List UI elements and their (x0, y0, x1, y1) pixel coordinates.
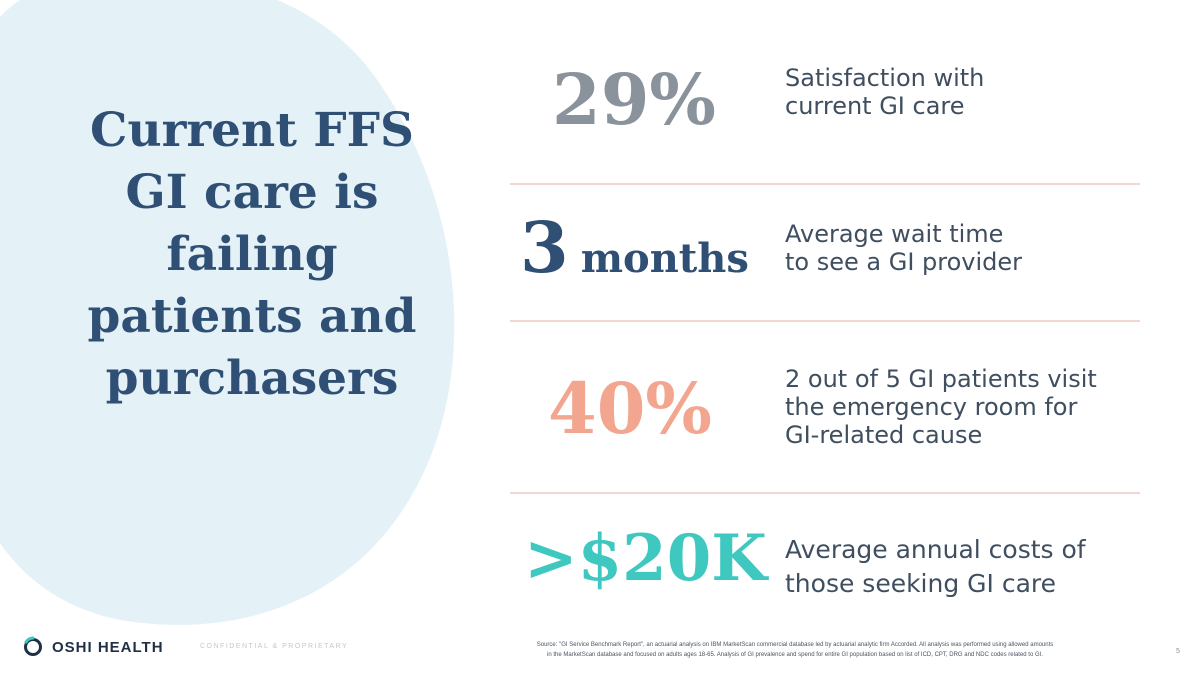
stat-description-line: Average annual costs of (785, 535, 1086, 564)
stat-description-line: current GI care (785, 92, 965, 120)
headline-line: Current FFS (90, 103, 414, 158)
stat-description-line: GI-related cause (785, 421, 983, 449)
stat-annual-cost: >$20K Average annual costs of those seek… (510, 521, 1150, 615)
source-line: Source: "GI Service Benchmark Report", a… (536, 642, 1054, 648)
stat-er-visits: 40% 2 out of 5 GI patients visit the eme… (510, 365, 1150, 475)
headline-line: failing (166, 227, 338, 282)
source-line: in the MarketScan database and focused o… (547, 652, 1043, 658)
divider (510, 183, 1140, 185)
divider (510, 320, 1140, 322)
source-footnote: Source: "GI Service Benchmark Report", a… (430, 640, 1160, 660)
stat-wait-time: 3 months Average wait time to see a GI pr… (510, 200, 1150, 310)
slide-headline: Current FFS GI care is failing patients … (62, 100, 442, 410)
headline-line: patients and (87, 289, 417, 344)
headline-line: purchasers (105, 351, 399, 406)
stat-value: 3 months (520, 206, 749, 289)
stat-description-line: to see a GI provider (785, 248, 1023, 276)
oshi-ring-icon (24, 636, 42, 656)
stat-description-line: those seeking GI care (785, 569, 1057, 598)
stat-number: 3 (520, 206, 569, 289)
headline-line: GI care is (125, 165, 379, 220)
stat-value: >$20K (524, 521, 767, 596)
stat-description: 2 out of 5 GI patients visit the emergen… (785, 365, 1097, 449)
stat-description: Satisfaction with current GI care (785, 64, 984, 120)
oshi-health-logo: OSHI HEALTH (22, 636, 164, 658)
logo-text: OSHI HEALTH (52, 638, 164, 656)
stat-description-line: Satisfaction with (785, 64, 985, 92)
stat-description: Average annual costs of those seeking GI… (785, 533, 1086, 601)
stat-value: 29% (552, 58, 716, 141)
stat-unit: months (580, 235, 749, 282)
divider (510, 492, 1140, 494)
stat-description-line: Average wait time (785, 220, 1004, 248)
stat-satisfaction: 29% Satisfaction with current GI care (510, 58, 1150, 168)
confidential-label: CONFIDENTIAL & PROPRIETARY (200, 643, 349, 650)
page-number: 5 (1176, 648, 1180, 655)
stat-description-line: the emergency room for (785, 393, 1078, 421)
stat-value: 40% (548, 367, 712, 450)
stat-description-line: 2 out of 5 GI patients visit (785, 365, 1097, 393)
background-blob-shape (0, 0, 455, 625)
stat-description: Average wait time to see a GI provider (785, 220, 1022, 276)
